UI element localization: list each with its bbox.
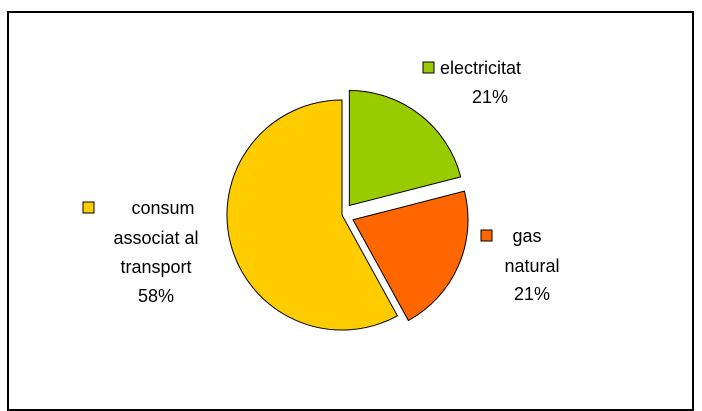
pie-slices (226, 90, 469, 331)
label-transport: transport (120, 257, 191, 277)
percent-transport: 58% (138, 286, 174, 306)
percent-electricitat: 21% (472, 87, 508, 107)
chart-frame (7, 11, 694, 411)
label-electricitat: electricitat (440, 58, 521, 78)
legend-key-electricitat (422, 61, 435, 74)
pie-slice-consum-associat-al-transport (226, 99, 399, 331)
slice-label-gas-natural: gas natural 21% (480, 226, 560, 304)
percent-gas-natural: 21% (514, 284, 550, 304)
legend-key-gas-natural (480, 229, 493, 242)
label-natural: natural (504, 256, 559, 276)
label-consum: consum (131, 198, 194, 218)
pie-slice-gas-natural (352, 190, 469, 322)
pie-slice-electricitat (348, 90, 462, 207)
label-associat-al: associat al (113, 228, 198, 248)
slice-label-transport: consum associat al transport 58% (82, 198, 199, 306)
label-gas: gas (512, 226, 541, 246)
slice-label-electricitat: electricitat 21% (422, 58, 521, 107)
pie-chart: electricitat 21% gas natural 21% consum … (82, 58, 560, 331)
legend-key-transport (82, 201, 95, 214)
